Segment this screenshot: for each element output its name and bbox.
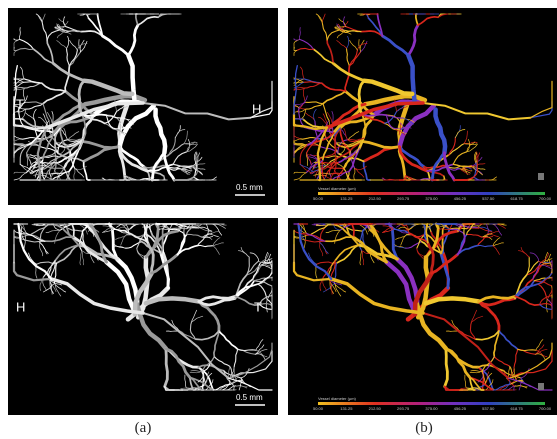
colorbar-tick-label: 50.00: [313, 196, 324, 201]
colorbar-tick-label: 618.75: [511, 406, 524, 411]
colorbar-tick-label: 293.75: [397, 406, 410, 411]
orientation-label: H: [252, 101, 261, 116]
colorbar: [318, 402, 545, 405]
colorbar-tick-label: 212.50: [369, 196, 382, 201]
colorbar-tick-label: 700.00: [539, 406, 552, 411]
colorbar-tick-label: 375.00: [425, 196, 438, 201]
caption: (a): [135, 420, 152, 436]
scale-bar-label: 0.5 mm: [236, 183, 263, 192]
colorbar-tick-label: 456.25: [454, 406, 467, 411]
orientation-label: T: [254, 299, 262, 314]
orientation-label: H: [16, 299, 25, 314]
scale-bar-label: 0.5 mm: [236, 393, 263, 402]
colorbar-title: Vessel diameter (µm): [318, 396, 357, 401]
colorbar-tick-label: 537.50: [482, 406, 495, 411]
view-cube: [538, 173, 544, 180]
colorbar-tick-label: 50.00: [313, 406, 324, 411]
colorbar-tick-label: 131.25: [340, 406, 353, 411]
colorbar-tick-label: 212.50: [369, 406, 382, 411]
colorbar-tick-label: 537.50: [482, 196, 495, 201]
colorbar-tick-label: 375.00: [425, 406, 438, 411]
colorbar: [318, 192, 545, 195]
colorbar-tick-label: 131.25: [340, 196, 353, 201]
figure: T H 0.5 mm H T 0.5 mm (a) (b) Vessel dia…: [0, 0, 557, 439]
colorbar-title: Vessel diameter (µm): [318, 186, 357, 191]
colorbar-tick-label: 618.75: [511, 196, 524, 201]
colorbar-tick-label: 456.25: [454, 196, 467, 201]
colorbar-tick-label: 700.00: [539, 196, 552, 201]
colorbar-tick-label: 293.75: [397, 196, 410, 201]
caption: (b): [415, 420, 433, 436]
view-cube: [538, 383, 544, 390]
orientation-label: T: [16, 96, 24, 111]
